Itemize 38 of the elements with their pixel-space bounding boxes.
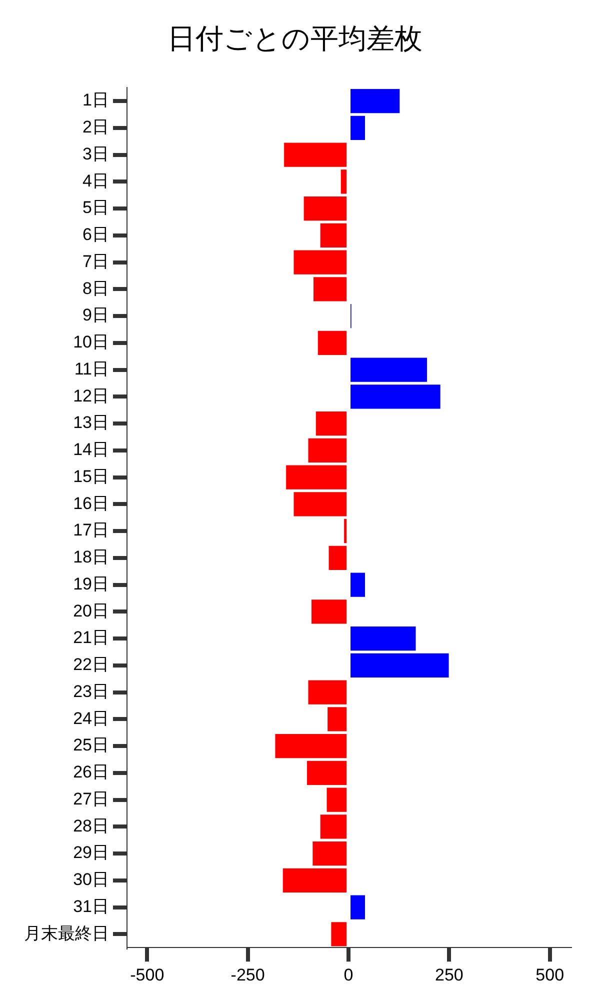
y-tick-label: 24日	[73, 708, 109, 728]
y-tick-label: 1日	[82, 90, 109, 110]
x-tick-label: -250	[230, 965, 265, 984]
y-tick-label: 17日	[73, 520, 109, 540]
y-tick-label: 15日	[73, 466, 109, 486]
y-tick-label: 2日	[82, 118, 109, 137]
y-tick-label: 25日	[73, 736, 109, 755]
y-tick-label: 4日	[82, 171, 109, 190]
y-tick-label: 20日	[73, 601, 109, 620]
y-tick-label: 14日	[73, 440, 109, 460]
y-tick-label: 3日	[82, 144, 109, 164]
y-tick-label: 13日	[73, 413, 109, 432]
y-tick-label: 16日	[73, 494, 109, 513]
chart-title: 日付ごとの平均差枚	[168, 22, 422, 56]
y-tick-label: 26日	[73, 762, 109, 782]
y-tick-label: 7日	[82, 252, 109, 271]
y-tick-label: 6日	[82, 225, 109, 244]
x-tick-label: -500	[130, 965, 164, 984]
y-tick-label: 19日	[73, 574, 109, 594]
y-tick-label: 12日	[73, 386, 109, 406]
y-tick-label: 9日	[82, 306, 109, 325]
y-tick-label: 31日	[73, 896, 109, 916]
x-tick-label: 250	[434, 965, 464, 984]
x-tick-label: 500	[536, 965, 564, 984]
y-tick-label: 29日	[73, 843, 109, 862]
y-tick-label: 8日	[82, 278, 109, 298]
y-tick-label: 11日	[74, 359, 109, 378]
y-tick-label: 18日	[73, 548, 109, 567]
y-tick-label: 30日	[73, 870, 109, 890]
x-tick-label: 0	[344, 965, 354, 984]
y-tick-label: 21日	[73, 628, 109, 648]
y-tick-label: 10日	[73, 332, 109, 352]
y-tick-label: 23日	[73, 682, 109, 701]
y-tick-label: 28日	[73, 816, 109, 836]
y-tick-label: 月末最終日	[24, 924, 109, 943]
y-tick-label: 27日	[73, 789, 109, 808]
y-tick-label: 5日	[82, 198, 109, 218]
y-tick-label: 22日	[73, 655, 109, 674]
